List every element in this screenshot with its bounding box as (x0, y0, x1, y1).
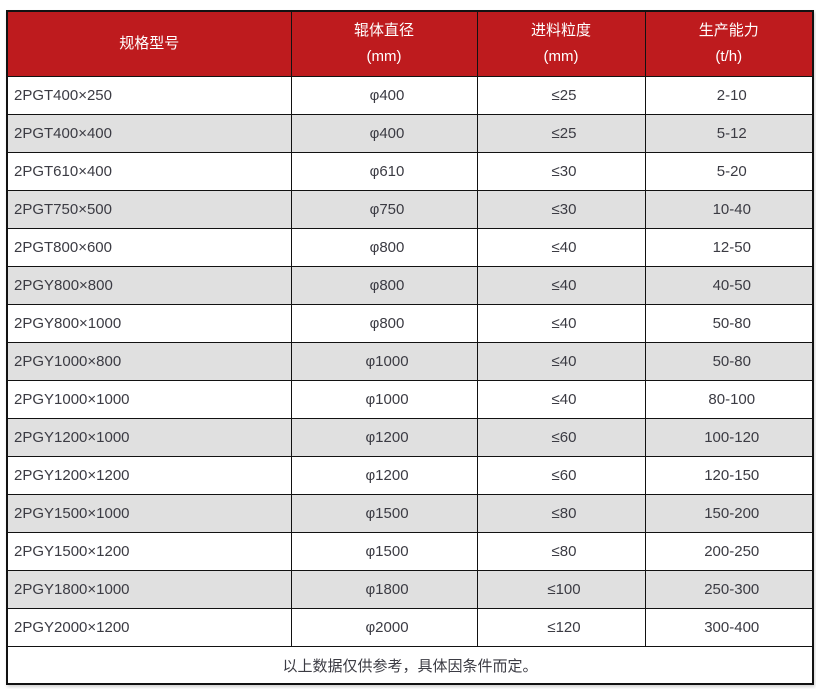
cell-model: 2PGY1200×1000 (6, 418, 292, 457)
col-header-feed-size-unit: (mm) (543, 48, 579, 65)
table-row: 2PGY1200×1200 φ1200 ≤60 120-150 (6, 456, 814, 495)
table-row: 2PGY2000×1200 φ2000 ≤120 300-400 (6, 608, 814, 647)
cell-capacity: 12-50 (644, 228, 814, 267)
spec-table: 规格型号 辊体直径 (mm) 进料粒度 (mm) 生产能力 (t/h) 2PGT… (6, 10, 814, 685)
cell-feed-size: ≤40 (476, 380, 646, 419)
cell-model: 2PGT400×400 (6, 114, 292, 153)
cell-capacity: 120-150 (644, 456, 814, 495)
table-row: 2PGT800×600 φ800 ≤40 12-50 (6, 228, 814, 267)
cell-feed-size: ≤80 (476, 532, 646, 571)
cell-roller-diameter: φ1800 (290, 570, 478, 609)
cell-roller-diameter: φ610 (290, 152, 478, 191)
cell-capacity: 200-250 (644, 532, 814, 571)
table-row: 2PGY800×800 φ800 ≤40 40-50 (6, 266, 814, 305)
cell-roller-diameter: φ2000 (290, 608, 478, 647)
col-header-capacity-unit: (t/h) (715, 48, 743, 65)
cell-model: 2PGY1800×1000 (6, 570, 292, 609)
cell-capacity: 2-10 (644, 76, 814, 115)
table-row: 2PGY1000×1000 φ1000 ≤40 80-100 (6, 380, 814, 419)
cell-model: 2PGY1500×1000 (6, 494, 292, 533)
table-row: 2PGY1500×1000 φ1500 ≤80 150-200 (6, 494, 814, 533)
footer-row: 以上数据仅供参考，具体因条件而定。 (6, 646, 814, 685)
cell-model: 2PGY2000×1200 (6, 608, 292, 647)
cell-roller-diameter: φ1000 (290, 380, 478, 419)
cell-roller-diameter: φ1000 (290, 342, 478, 381)
cell-model: 2PGY1000×1000 (6, 380, 292, 419)
col-header-capacity-label: 生产能力 (698, 22, 759, 39)
cell-roller-diameter: φ1500 (290, 494, 478, 533)
footer-note: 以上数据仅供参考，具体因条件而定。 (6, 646, 814, 685)
cell-capacity: 80-100 (644, 380, 814, 419)
cell-capacity: 50-80 (644, 342, 814, 381)
cell-capacity: 5-12 (644, 114, 814, 153)
cell-capacity: 40-50 (644, 266, 814, 305)
cell-feed-size: ≤40 (476, 304, 646, 343)
table-row: 2PGY1800×1000 φ1800 ≤100 250-300 (6, 570, 814, 609)
cell-model: 2PGT800×600 (6, 228, 292, 267)
col-header-model: 规格型号 (6, 10, 292, 77)
cell-capacity: 250-300 (644, 570, 814, 609)
col-header-roller-diameter-unit: (mm) (366, 48, 402, 65)
header-row: 规格型号 辊体直径 (mm) 进料粒度 (mm) 生产能力 (t/h) (6, 10, 814, 77)
cell-feed-size: ≤40 (476, 266, 646, 305)
table-row: 2PGT610×400 φ610 ≤30 5-20 (6, 152, 814, 191)
col-header-roller-diameter: 辊体直径 (mm) (290, 10, 478, 77)
cell-feed-size: ≤40 (476, 228, 646, 267)
cell-roller-diameter: φ1200 (290, 456, 478, 495)
cell-roller-diameter: φ800 (290, 304, 478, 343)
table-row: 2PGY800×1000 φ800 ≤40 50-80 (6, 304, 814, 343)
col-header-feed-size-label: 进料粒度 (530, 22, 591, 39)
cell-roller-diameter: φ800 (290, 228, 478, 267)
table-body: 2PGT400×250 φ400 ≤25 2-10 2PGT400×400 φ400 ≤25… (6, 76, 814, 647)
cell-feed-size: ≤120 (476, 608, 646, 647)
col-header-feed-size: 进料粒度 (mm) (476, 10, 646, 77)
cell-capacity: 5-20 (644, 152, 814, 191)
cell-model: 2PGT610×400 (6, 152, 292, 191)
cell-capacity: 150-200 (644, 494, 814, 533)
col-header-capacity: 生产能力 (t/h) (644, 10, 814, 77)
cell-roller-diameter: φ1500 (290, 532, 478, 571)
cell-feed-size: ≤25 (476, 114, 646, 153)
cell-feed-size: ≤40 (476, 342, 646, 381)
col-header-model-label: 规格型号 (119, 35, 180, 52)
cell-roller-diameter: φ400 (290, 76, 478, 115)
table-row: 2PGT400×250 φ400 ≤25 2-10 (6, 76, 814, 115)
cell-feed-size: ≤80 (476, 494, 646, 533)
cell-model: 2PGY1200×1200 (6, 456, 292, 495)
table-row: 2PGY1200×1000 φ1200 ≤60 100-120 (6, 418, 814, 457)
cell-capacity: 10-40 (644, 190, 814, 229)
cell-feed-size: ≤100 (476, 570, 646, 609)
table-row: 2PGY1000×800 φ1000 ≤40 50-80 (6, 342, 814, 381)
table-row: 2PGY1500×1200 φ1500 ≤80 200-250 (6, 532, 814, 571)
cell-model: 2PGT750×500 (6, 190, 292, 229)
cell-feed-size: ≤30 (476, 190, 646, 229)
cell-model: 2PGY800×800 (6, 266, 292, 305)
cell-model: 2PGY800×1000 (6, 304, 292, 343)
cell-feed-size: ≤25 (476, 76, 646, 115)
cell-model: 2PGT400×250 (6, 76, 292, 115)
cell-roller-diameter: φ800 (290, 266, 478, 305)
cell-roller-diameter: φ400 (290, 114, 478, 153)
cell-model: 2PGY1000×800 (6, 342, 292, 381)
cell-capacity: 100-120 (644, 418, 814, 457)
cell-capacity: 300-400 (644, 608, 814, 647)
table-row: 2PGT750×500 φ750 ≤30 10-40 (6, 190, 814, 229)
cell-roller-diameter: φ750 (290, 190, 478, 229)
table-row: 2PGT400×400 φ400 ≤25 5-12 (6, 114, 814, 153)
cell-feed-size: ≤60 (476, 456, 646, 495)
cell-model: 2PGY1500×1200 (6, 532, 292, 571)
cell-roller-diameter: φ1200 (290, 418, 478, 457)
col-header-roller-diameter-label: 辊体直径 (353, 22, 414, 39)
cell-feed-size: ≤30 (476, 152, 646, 191)
cell-capacity: 50-80 (644, 304, 814, 343)
cell-feed-size: ≤60 (476, 418, 646, 457)
